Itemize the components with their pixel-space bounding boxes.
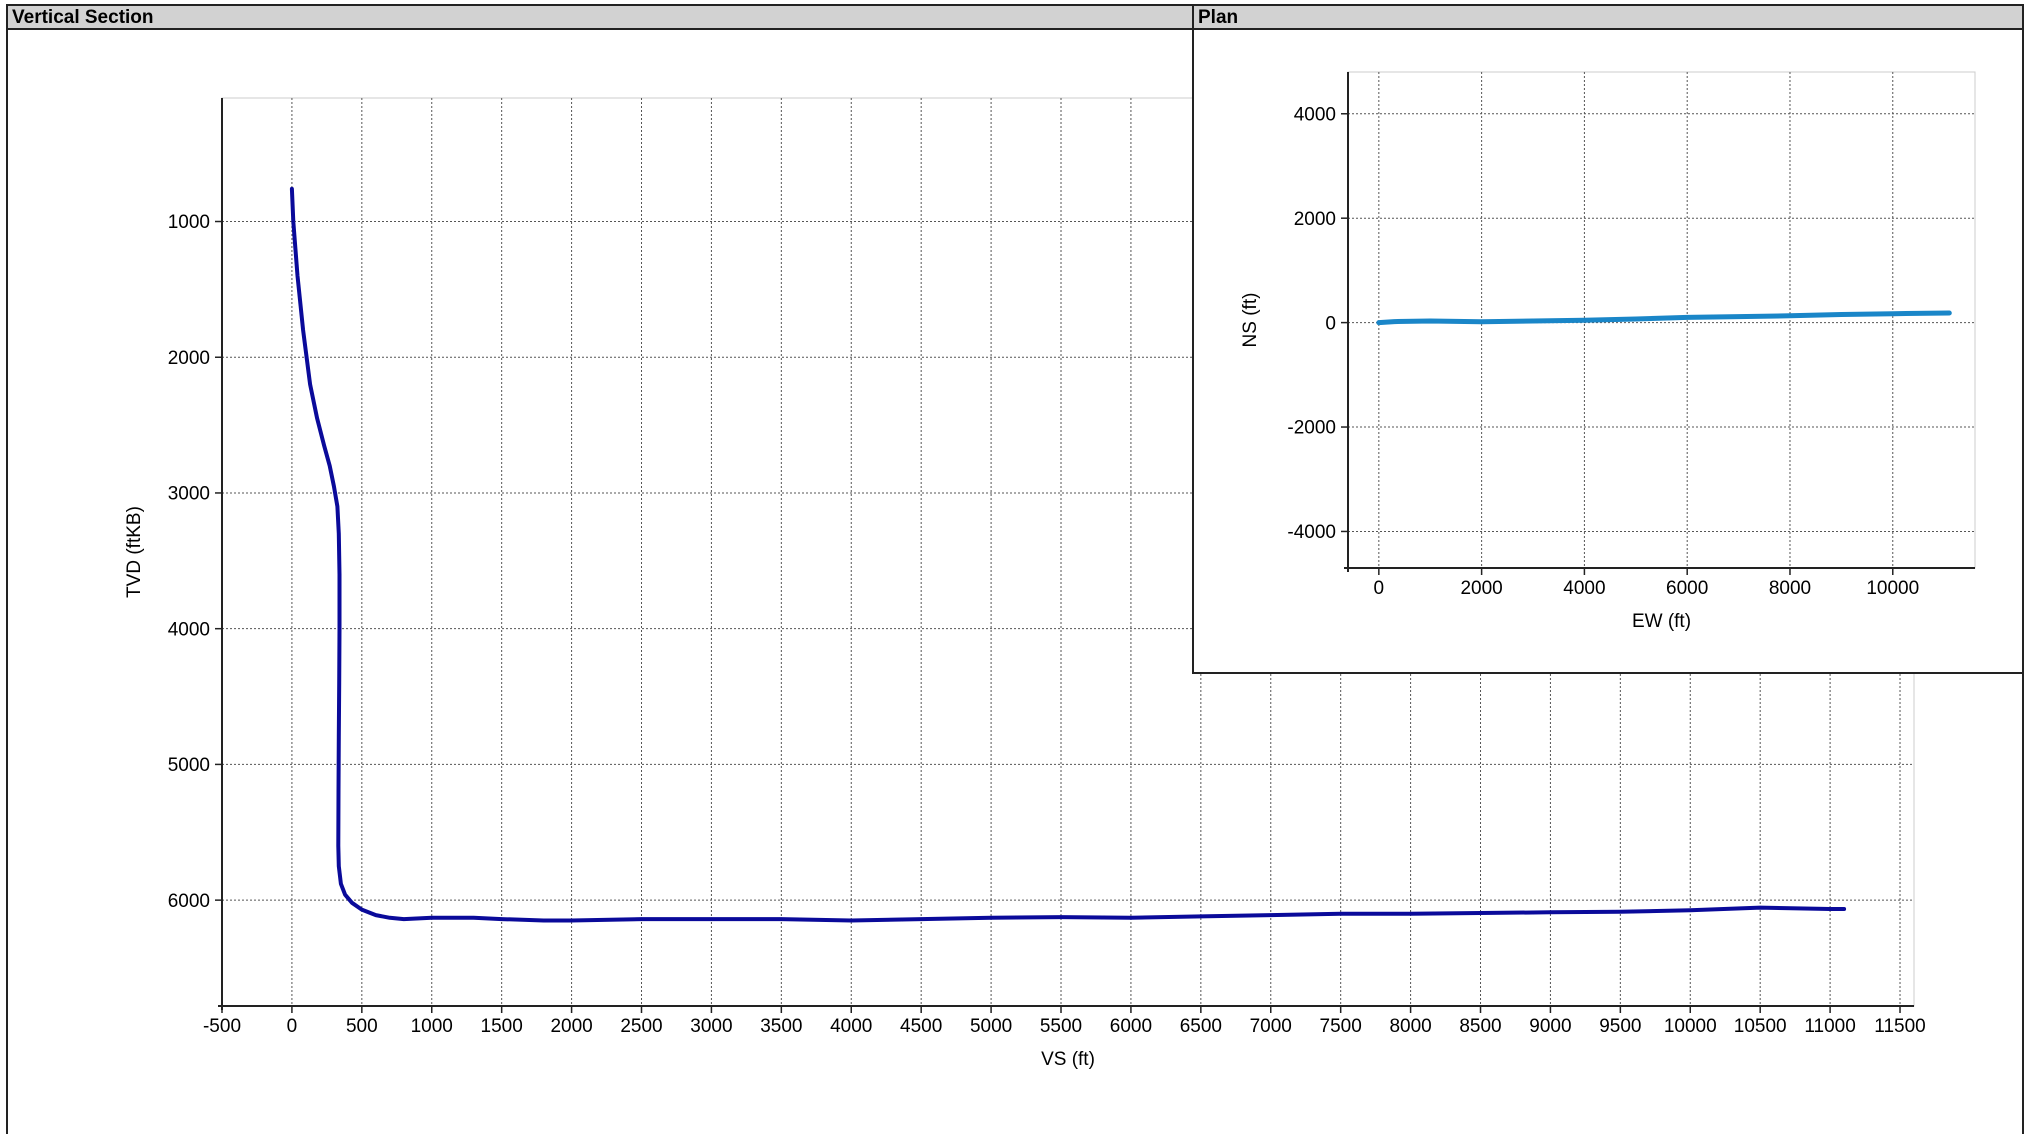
vs-x-tick-label: 9000 — [1529, 1016, 1571, 1037]
vs-x-tick-label: 2500 — [620, 1016, 662, 1037]
vs-x-tick-label: 4000 — [830, 1016, 872, 1037]
vs-x-tick-label: -500 — [203, 1016, 241, 1037]
plan-y-axis-label: NS (ft) — [1240, 293, 1261, 348]
vs-y-axis-label: TVD (ftKB) — [124, 506, 145, 598]
plan-y-tick-label: 4000 — [1294, 104, 1336, 125]
plan-y-tick-label: -2000 — [1287, 418, 1336, 439]
vs-y-tick-label: 1000 — [168, 212, 210, 233]
vs-y-tick-label: 2000 — [168, 348, 210, 369]
vs-x-tick-label: 11500 — [1874, 1016, 1925, 1037]
plan-x-tick-label: 6000 — [1666, 578, 1708, 599]
vs-x-tick-label: 6500 — [1180, 1016, 1222, 1037]
vs-x-tick-label: 7500 — [1320, 1016, 1362, 1037]
vs-x-tick-label: 9500 — [1599, 1016, 1641, 1037]
vs-x-tick-label: 8500 — [1459, 1016, 1501, 1037]
plan-y-tick-label: 2000 — [1294, 209, 1336, 230]
plan-x-axis-label: EW (ft) — [1632, 611, 1691, 632]
vs-x-tick-label: 1500 — [481, 1016, 523, 1037]
vs-x-tick-label: 10500 — [1734, 1016, 1787, 1037]
vs-series-line-0 — [289, 186, 1847, 923]
plan-y-tick-label: -4000 — [1287, 522, 1336, 543]
vs-x-tick-label: 8000 — [1389, 1016, 1431, 1037]
vertical-section-chart: -500 0 500 1000 1500 2000 2500 3000 3500 4000 4500… — [124, 97, 1926, 1070]
vs-x-tick-label: 1000 — [411, 1016, 453, 1037]
plan-x-tick-label: 0 — [1374, 578, 1385, 599]
vs-x-tick-label: 0 — [287, 1016, 298, 1037]
vs-x-axis-label: VS (ft) — [1041, 1049, 1095, 1070]
vs-x-tick-label: 5000 — [970, 1016, 1012, 1037]
plan-x-tick-label: 10000 — [1866, 578, 1919, 599]
plan-x-tick-label: 8000 — [1769, 578, 1811, 599]
plan-x-tick-label: 4000 — [1563, 578, 1605, 599]
plan-chart: 0 2000 4000 6000 8000 10000 -4000 -2000 0 2000 400… — [1240, 71, 1976, 632]
vs-x-tick-label: 500 — [346, 1016, 378, 1037]
plan-title: Plan — [1194, 6, 2022, 30]
vs-x-tick-label: 10000 — [1664, 1016, 1717, 1037]
vs-x-tick-label: 3000 — [690, 1016, 732, 1037]
vs-x-tick-label: 5500 — [1040, 1016, 1082, 1037]
vs-x-tick-label: 2000 — [550, 1016, 592, 1037]
vs-x-tick-label: 4500 — [900, 1016, 942, 1037]
plan-panel: Plan 0 2000 4000 6000 8000 10000 -4000 -2000 0 20… — [1192, 4, 2024, 674]
vs-x-tick-label: 11000 — [1804, 1016, 1855, 1037]
vs-x-tick-label: 7000 — [1250, 1016, 1292, 1037]
vs-y-tick-label: 3000 — [168, 484, 210, 505]
vs-y-tick-label: 4000 — [168, 619, 210, 640]
plan-x-tick-label: 2000 — [1460, 578, 1502, 599]
vs-x-tick-label: 6000 — [1110, 1016, 1152, 1037]
vs-y-tick-label: 6000 — [168, 891, 210, 912]
vs-y-tick-label: 5000 — [168, 755, 210, 776]
plan-y-tick-label: 0 — [1325, 313, 1336, 334]
vs-x-tick-label: 3500 — [760, 1016, 802, 1037]
plan-series-line-0 — [1376, 310, 1952, 326]
